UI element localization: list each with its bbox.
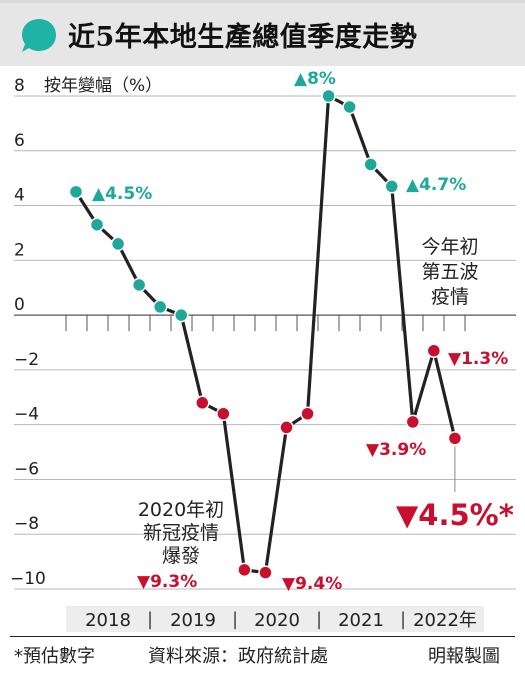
year-band	[66, 606, 484, 632]
data-point	[342, 99, 357, 115]
data-point	[110, 236, 126, 252]
year-label: 2022年	[413, 610, 477, 631]
data-point	[405, 414, 421, 430]
data-point	[174, 307, 189, 323]
source-note: 資料來源：政府統計處	[148, 646, 328, 667]
fifth-wave-note: 第五波	[421, 261, 478, 283]
data-point	[89, 217, 105, 232]
y-tick-label: 0	[14, 295, 25, 315]
year-label: 2018	[85, 610, 131, 631]
y-tick-label: −4	[14, 405, 39, 425]
data-point	[68, 184, 84, 200]
label-9-3: ▼9.3%	[137, 572, 197, 592]
y-tick-label: −6	[14, 459, 39, 479]
credit-note: 明報製圖	[428, 646, 500, 667]
covid-note: 2020年初	[138, 499, 224, 521]
footnote: *預估數字	[14, 646, 95, 667]
y-axis-label: 按年變幅（%）	[44, 76, 162, 96]
data-point	[426, 343, 442, 358]
label-8: ▲8%	[294, 69, 336, 89]
data-point	[447, 431, 463, 446]
data-point	[279, 420, 294, 435]
y-tick-label: −2	[14, 350, 39, 370]
data-point	[384, 179, 399, 194]
y-tick-label: 4	[14, 186, 25, 206]
year-separator: |	[400, 609, 406, 630]
y-tick-label: −10	[10, 569, 46, 589]
y-tick-label: 2	[14, 240, 25, 260]
data-point	[152, 299, 168, 315]
year-label: 2021	[338, 610, 384, 631]
data-point	[237, 562, 252, 578]
y-tick-label: 8	[14, 76, 25, 96]
year-separator: |	[147, 609, 153, 630]
chart-title: 近5年本地生產總值季度走勢	[68, 22, 418, 53]
year-label: 2019	[170, 610, 216, 631]
data-point	[131, 277, 147, 293]
fifth-wave-note: 今年初	[421, 236, 478, 258]
data-point	[321, 88, 336, 104]
data-point	[258, 565, 273, 580]
covid-note: 新冠疫情	[143, 522, 219, 544]
y-tick-label: −8	[14, 514, 39, 534]
label-9-4: ▼9.4%	[282, 574, 342, 594]
data-point	[300, 406, 315, 421]
data-point	[195, 395, 210, 411]
year-separator: |	[232, 609, 238, 630]
y-tick-label: 6	[14, 131, 25, 151]
label-1-3: ▼1.3%	[448, 349, 508, 369]
label-3-9: ▼3.9%	[366, 440, 426, 460]
year-label: 2020	[254, 610, 300, 631]
fifth-wave-note: 疫情	[431, 286, 469, 308]
label-final-4-5: ▼4.5%*	[396, 498, 514, 532]
title-bar: 近5年本地生產總值季度走勢	[0, 0, 525, 66]
footer-divider	[10, 636, 515, 637]
data-point	[216, 406, 231, 421]
year-separator: |	[316, 609, 322, 630]
covid-note: 爆發	[162, 545, 200, 567]
data-point	[363, 157, 378, 172]
speech-bubble-icon	[22, 19, 56, 52]
label-4-7: ▲4.7%	[406, 175, 466, 195]
label-4-5: ▲4.5%	[92, 184, 152, 204]
